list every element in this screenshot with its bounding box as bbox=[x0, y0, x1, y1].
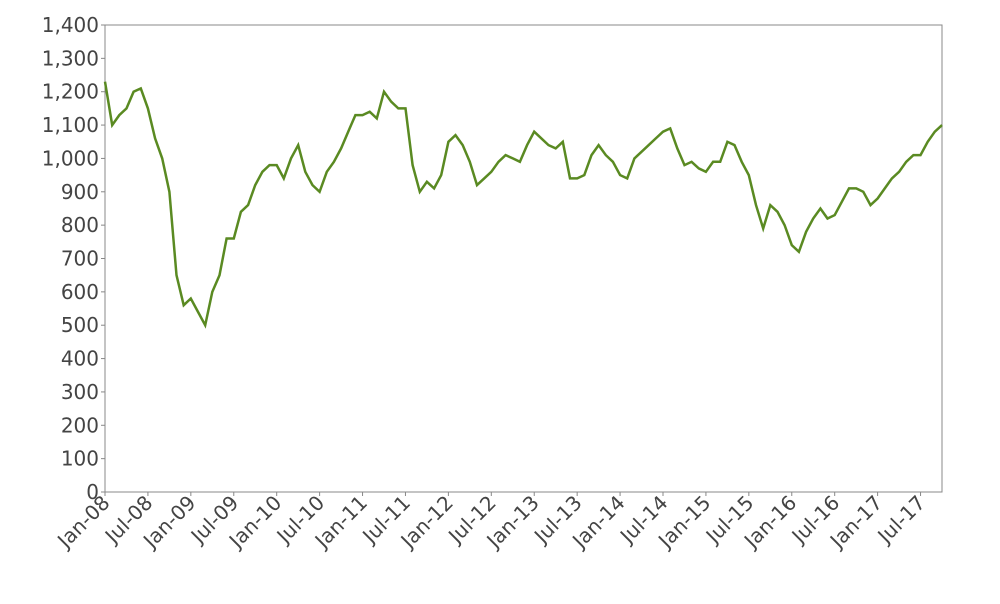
y-tick-label: 300 bbox=[61, 380, 99, 404]
y-tick-label: 400 bbox=[61, 347, 99, 371]
y-tick-label: 1,400 bbox=[42, 13, 99, 37]
y-tick-label: 1,000 bbox=[42, 146, 99, 170]
y-tick-label: 100 bbox=[61, 447, 99, 471]
y-tick-label: 800 bbox=[61, 213, 99, 237]
y-tick-label: 900 bbox=[61, 180, 99, 204]
y-tick-label: 200 bbox=[61, 413, 99, 437]
y-tick-label: 1,200 bbox=[42, 80, 99, 104]
x-tick-label: Jul-17 bbox=[872, 491, 931, 550]
y-tick-label: 600 bbox=[61, 280, 99, 304]
y-tick-label: 1,100 bbox=[42, 113, 99, 137]
y-tick-label: 1,300 bbox=[42, 46, 99, 70]
plot-frame bbox=[104, 24, 943, 493]
y-tick-label: 0 bbox=[86, 480, 99, 504]
x-tick-label: Jan-08 bbox=[51, 491, 114, 554]
y-tick-label: 500 bbox=[61, 313, 99, 337]
series-line bbox=[103, 81, 943, 329]
y-tick-label: 700 bbox=[61, 247, 99, 271]
